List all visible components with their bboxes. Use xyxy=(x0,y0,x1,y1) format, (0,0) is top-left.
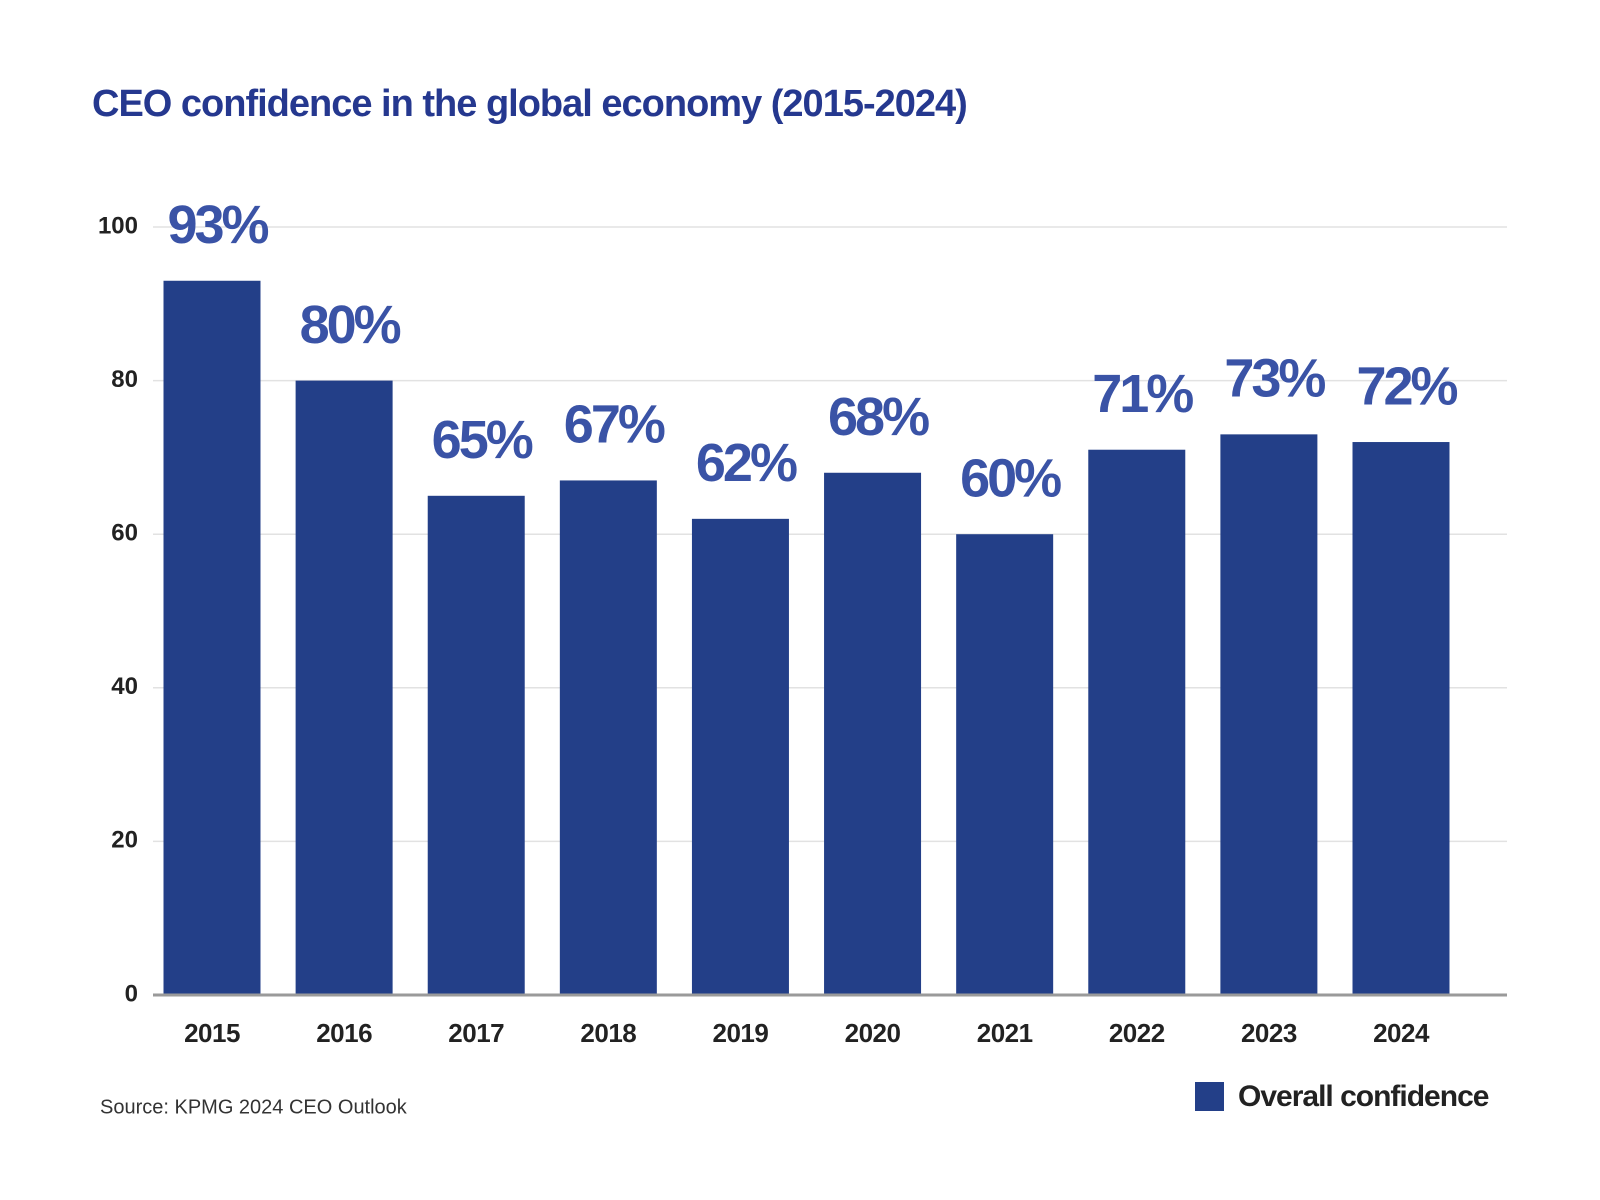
x-tick-label: 2018 xyxy=(580,1018,636,1048)
data-label: 67% xyxy=(564,395,665,455)
x-tick-label: 2017 xyxy=(448,1018,504,1048)
bar xyxy=(691,518,789,995)
x-tick-label: 2015 xyxy=(184,1018,240,1048)
data-label: 60% xyxy=(960,448,1061,508)
y-tick-label: 60 xyxy=(111,520,138,547)
bar xyxy=(1352,442,1450,995)
data-label: 68% xyxy=(828,387,929,447)
y-tick-label: 0 xyxy=(125,980,138,1007)
x-tick-label: 2019 xyxy=(713,1018,769,1048)
y-tick-label: 20 xyxy=(111,827,138,854)
y-tick-label: 80 xyxy=(111,366,138,393)
x-tick-label: 2022 xyxy=(1109,1018,1165,1048)
data-label: 93% xyxy=(167,195,268,255)
bar xyxy=(163,280,261,995)
source-note: Source: KPMG 2024 CEO Outlook xyxy=(100,1096,408,1118)
y-tick-label: 100 xyxy=(98,212,138,239)
chart-title: CEO confidence in the global economy (20… xyxy=(92,83,967,125)
data-label: 65% xyxy=(432,410,533,470)
bar xyxy=(824,472,922,995)
y-tick-label: 40 xyxy=(111,673,138,700)
x-tick-label: 2024 xyxy=(1373,1018,1430,1048)
x-tick-label: 2023 xyxy=(1241,1018,1297,1048)
x-tick-label: 2020 xyxy=(845,1018,901,1048)
x-tick-label: 2021 xyxy=(977,1018,1033,1048)
data-label: 80% xyxy=(300,295,401,355)
bar xyxy=(427,495,525,995)
bar xyxy=(559,480,657,995)
data-label: 72% xyxy=(1356,356,1457,416)
bar xyxy=(1088,449,1186,996)
bar xyxy=(295,380,393,996)
x-tick-label: 2016 xyxy=(316,1018,372,1048)
bar xyxy=(956,534,1054,995)
data-label: 71% xyxy=(1092,364,1193,424)
legend-swatch xyxy=(1195,1082,1224,1111)
legend-label: Overall confidence xyxy=(1238,1080,1489,1113)
data-label: 73% xyxy=(1224,349,1325,409)
bar xyxy=(1220,434,1318,995)
data-label: 62% xyxy=(696,433,797,493)
